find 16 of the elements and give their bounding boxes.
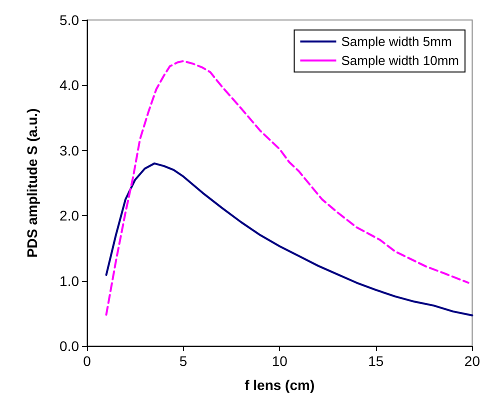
y-axis-title: PDS amplitude S (a.u.) [24,108,40,258]
legend-label: Sample width 5mm [341,34,452,49]
y-tick-label: 3.0 [60,142,80,158]
line-series [105,162,474,316]
legend-label: Sample width 10mm [341,53,460,68]
y-tick-label: 1.0 [60,272,80,289]
y-tick-label: 4.0 [60,77,80,94]
x-tick-label: 5 [179,353,188,369]
x-axis-title: f lens (cm) [244,377,315,393]
y-tick-label: 5.0 [60,12,80,28]
y-tick-label: 2.0 [60,208,80,224]
y-tick-label: 0.0 [60,338,80,354]
x-tick-label: 0 [83,353,92,369]
x-tick-label: 20 [464,353,480,369]
x-tick-label: 15 [368,353,384,369]
x-tick-label: 10 [272,353,288,369]
